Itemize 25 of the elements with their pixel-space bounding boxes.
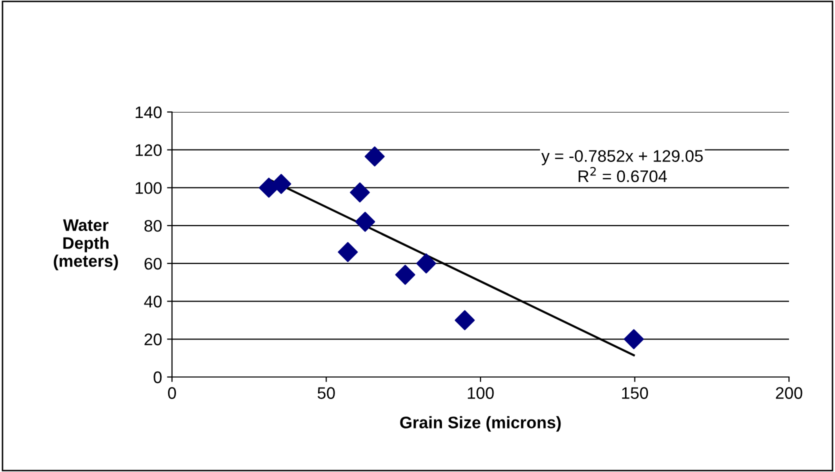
y-tick-label: 100 — [136, 182, 162, 194]
point — [364, 146, 385, 166]
point — [355, 212, 376, 232]
point — [271, 174, 292, 194]
y-tick-label: 20 — [144, 334, 162, 346]
y-tick-label: 40 — [144, 296, 162, 308]
x-tick-label: 0 — [168, 387, 176, 399]
point — [350, 182, 370, 202]
point — [416, 253, 436, 274]
y-tick-label: 120 — [136, 144, 162, 156]
x-tick-label: 100 — [468, 387, 494, 399]
annotation: y = -0.7852x + 129.05 R$^{2}$ = 0.6704 — [541, 150, 703, 182]
x-tick-label: 150 — [622, 387, 648, 399]
y-tick-label: 0 — [154, 371, 162, 384]
x-tick-label: 200 — [776, 387, 802, 399]
y-tick-label: 60 — [144, 258, 162, 270]
point — [338, 242, 358, 262]
y-axis-title: Water Depth (meters) — [54, 219, 118, 270]
point — [624, 329, 644, 350]
x-tick-label: 50 — [318, 387, 335, 399]
point — [454, 310, 475, 330]
x-axis-title: Grain Size (microns) — [400, 416, 561, 432]
y-tick-label: 140 — [136, 106, 162, 118]
point — [395, 264, 416, 285]
y-tick-label: 80 — [144, 220, 162, 232]
